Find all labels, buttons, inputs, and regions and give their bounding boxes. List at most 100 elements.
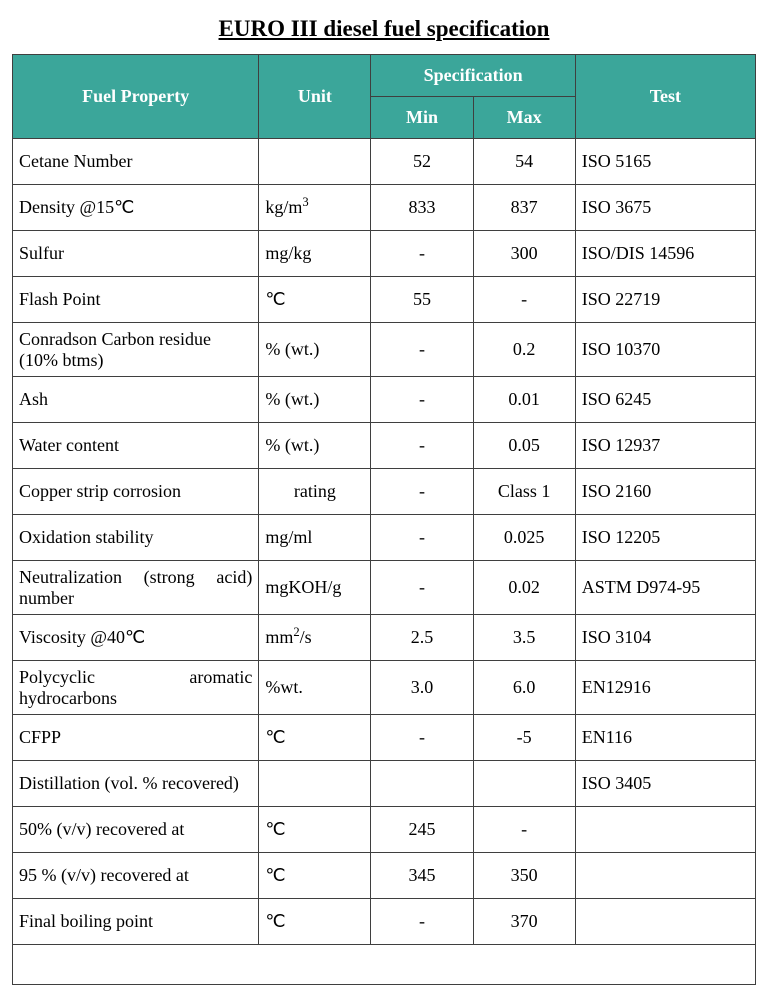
cell-max: 0.01 xyxy=(473,377,575,423)
table-row: CFPP℃--5EN116 xyxy=(13,715,756,761)
table-row: Cetane Number 5254ISO 5165 xyxy=(13,139,756,185)
cell-test xyxy=(575,807,755,853)
cell-min: - xyxy=(371,377,473,423)
cell-unit xyxy=(259,139,371,185)
cell-test: ISO 3405 xyxy=(575,761,755,807)
cell-property: Oxidation stability xyxy=(13,515,259,561)
table-row: Distillation (vol. % recovered) ISO 3405 xyxy=(13,761,756,807)
cell-property: 50% (v/v) recovered at xyxy=(13,807,259,853)
cell-min: - xyxy=(371,715,473,761)
spec-table: Fuel Property Unit Specification Test Mi… xyxy=(12,54,756,985)
cell-min: 52 xyxy=(371,139,473,185)
cell-test: ISO 5165 xyxy=(575,139,755,185)
table-row: Viscosity @40℃mm2/s2.53.5ISO 3104 xyxy=(13,615,756,661)
cell-test: ISO 22719 xyxy=(575,277,755,323)
cell-min: - xyxy=(371,423,473,469)
table-body: Cetane Number 5254ISO 5165Density @15℃kg/… xyxy=(13,139,756,985)
cell-min: 55 xyxy=(371,277,473,323)
cell-min: - xyxy=(371,469,473,515)
cell-max: 54 xyxy=(473,139,575,185)
col-header-test: Test xyxy=(575,55,755,139)
table-row: Flash Point℃55-ISO 22719 xyxy=(13,277,756,323)
cell-property: Final boiling point xyxy=(13,899,259,945)
cell-property: Distillation (vol. % recovered) xyxy=(13,761,259,807)
cell-test: ISO 6245 xyxy=(575,377,755,423)
table-row: Conradson Carbon residue (10% btms)% (wt… xyxy=(13,323,756,377)
cell-min: 345 xyxy=(371,853,473,899)
cell-test: ISO/DIS 14596 xyxy=(575,231,755,277)
col-header-property: Fuel Property xyxy=(13,55,259,139)
cell-blank xyxy=(13,945,756,985)
cell-max: 6.0 xyxy=(473,661,575,715)
table-row: Copper strip corrosionrating-Class 1ISO … xyxy=(13,469,756,515)
table-row: Neutralization (strong acid) numbermgKOH… xyxy=(13,561,756,615)
cell-min: 2.5 xyxy=(371,615,473,661)
cell-max: - xyxy=(473,807,575,853)
cell-property: CFPP xyxy=(13,715,259,761)
cell-max: 0.2 xyxy=(473,323,575,377)
cell-min xyxy=(371,761,473,807)
cell-property: Sulfur xyxy=(13,231,259,277)
cell-test xyxy=(575,899,755,945)
cell-test: ISO 12937 xyxy=(575,423,755,469)
table-row: 95 % (v/v) recovered at℃345350 xyxy=(13,853,756,899)
cell-max: 0.02 xyxy=(473,561,575,615)
cell-unit: ℃ xyxy=(259,853,371,899)
table-row: Final boiling point℃-370 xyxy=(13,899,756,945)
cell-unit xyxy=(259,761,371,807)
cell-max: 3.5 xyxy=(473,615,575,661)
cell-max: 370 xyxy=(473,899,575,945)
cell-unit: rating xyxy=(259,469,371,515)
cell-unit: % (wt.) xyxy=(259,323,371,377)
cell-unit: ℃ xyxy=(259,899,371,945)
cell-property: Cetane Number xyxy=(13,139,259,185)
cell-min: - xyxy=(371,231,473,277)
cell-property: Ash xyxy=(13,377,259,423)
cell-min: 245 xyxy=(371,807,473,853)
cell-unit: mg/ml xyxy=(259,515,371,561)
cell-unit: ℃ xyxy=(259,715,371,761)
cell-property: Density @15℃ xyxy=(13,185,259,231)
cell-min: - xyxy=(371,323,473,377)
table-row: Oxidation stabilitymg/ml-0.025ISO 12205 xyxy=(13,515,756,561)
cell-min: 833 xyxy=(371,185,473,231)
cell-test: ISO 2160 xyxy=(575,469,755,515)
cell-property: 95 % (v/v) recovered at xyxy=(13,853,259,899)
table-row: Polycyclic aromatic hydrocarbons%wt.3.06… xyxy=(13,661,756,715)
table-row: 50% (v/v) recovered at℃245- xyxy=(13,807,756,853)
col-header-unit: Unit xyxy=(259,55,371,139)
cell-max: 350 xyxy=(473,853,575,899)
cell-test: EN116 xyxy=(575,715,755,761)
cell-unit: % (wt.) xyxy=(259,377,371,423)
cell-unit: ℃ xyxy=(259,277,371,323)
cell-max: 300 xyxy=(473,231,575,277)
cell-min: 3.0 xyxy=(371,661,473,715)
table-header: Fuel Property Unit Specification Test Mi… xyxy=(13,55,756,139)
table-row: Density @15℃kg/m3833837ISO 3675 xyxy=(13,185,756,231)
cell-unit: mm2/s xyxy=(259,615,371,661)
cell-property: Viscosity @40℃ xyxy=(13,615,259,661)
cell-max: - xyxy=(473,277,575,323)
cell-min: - xyxy=(371,515,473,561)
cell-unit: ℃ xyxy=(259,807,371,853)
col-header-specification: Specification xyxy=(371,55,575,97)
cell-property: Flash Point xyxy=(13,277,259,323)
cell-max: 0.05 xyxy=(473,423,575,469)
table-row-blank xyxy=(13,945,756,985)
cell-test: ISO 3104 xyxy=(575,615,755,661)
page-title: EURO III diesel fuel specification xyxy=(12,16,756,42)
cell-unit: mgKOH/g xyxy=(259,561,371,615)
cell-test: EN12916 xyxy=(575,661,755,715)
cell-property: Water content xyxy=(13,423,259,469)
col-header-max: Max xyxy=(473,97,575,139)
cell-property: Copper strip corrosion xyxy=(13,469,259,515)
cell-max: 837 xyxy=(473,185,575,231)
cell-test xyxy=(575,853,755,899)
table-row: Ash% (wt.)-0.01ISO 6245 xyxy=(13,377,756,423)
cell-test: ISO 10370 xyxy=(575,323,755,377)
cell-property: Conradson Carbon residue (10% btms) xyxy=(13,323,259,377)
table-row: Sulfurmg/kg-300ISO/DIS 14596 xyxy=(13,231,756,277)
cell-property: Neutralization (strong acid) number xyxy=(13,561,259,615)
cell-max xyxy=(473,761,575,807)
cell-test: ASTM D974-95 xyxy=(575,561,755,615)
